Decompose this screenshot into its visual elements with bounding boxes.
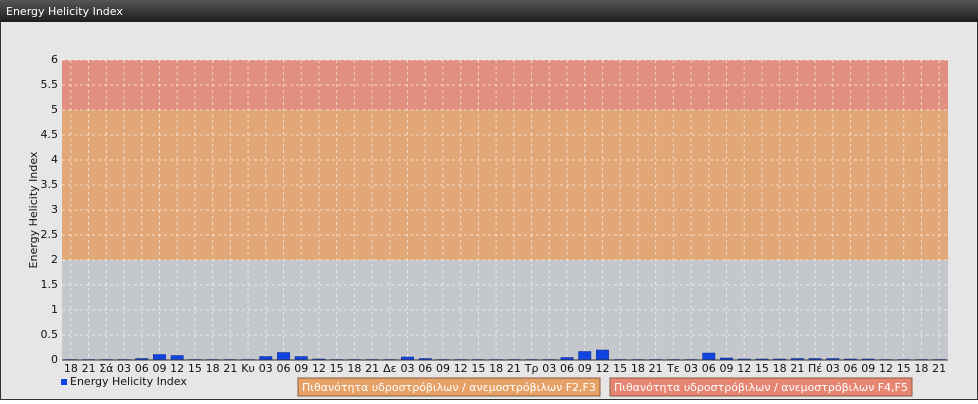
x-tick-label: Δε [383, 362, 397, 375]
x-tick-label: 12 [312, 362, 326, 375]
x-tick-label: Κυ [241, 362, 255, 375]
y-tick-label: 5 [51, 103, 58, 116]
x-tick-label: 12 [595, 362, 609, 375]
y-tick-label: 3.5 [41, 178, 59, 191]
x-tick-label: 18 [347, 362, 361, 375]
bar [294, 356, 308, 361]
x-tick-label: 03 [542, 362, 556, 375]
x-tick-label: 15 [471, 362, 485, 375]
x-tick-label: Τε [666, 362, 680, 375]
y-tick-label: 4.5 [41, 128, 59, 141]
bar [702, 352, 716, 361]
x-tick-label: 21 [932, 362, 946, 375]
x-tick-label: 09 [436, 362, 450, 375]
x-tick-label: 15 [613, 362, 627, 375]
x-tick-label: 03 [259, 362, 273, 375]
x-tick-label: 06 [135, 362, 149, 375]
x-tick-label: 09 [861, 362, 875, 375]
y-tick-label: 3 [51, 203, 58, 216]
y-axis-title: Energy Helicity Index [27, 151, 40, 268]
y-tick-label: 5.5 [41, 78, 59, 91]
x-tick-label: 21 [649, 362, 663, 375]
x-tick-label: 06 [277, 362, 291, 375]
x-tick-label: 18 [631, 362, 645, 375]
bar [277, 352, 290, 361]
x-tick-label: 15 [897, 362, 911, 375]
y-tick-label: 1.5 [41, 278, 59, 291]
x-tick-label: 21 [507, 362, 521, 375]
x-tick-label: 18 [773, 362, 787, 375]
x-tick-label: 09 [578, 362, 592, 375]
x-tick-label: 03 [401, 362, 415, 375]
x-tick-label: 18 [489, 362, 503, 375]
x-tick-label: 15 [330, 362, 344, 375]
window-title: Energy Helicity Index [6, 5, 123, 18]
bar [170, 355, 184, 361]
title-bar [0, 0, 978, 22]
x-tick-label: 06 [560, 362, 574, 375]
y-tick-label: 0.5 [41, 328, 59, 341]
band-legend-label: Πιθανότητα υδροστρόβιλων / ανεμοστρόβιλω… [614, 381, 908, 394]
x-tick-label: 09 [294, 362, 308, 375]
x-tick-label: 06 [844, 362, 858, 375]
legend-label: Energy Helicity Index [70, 375, 187, 388]
y-tick-label: 0 [51, 353, 58, 366]
legend-swatch [61, 379, 67, 385]
x-tick-label: 06 [702, 362, 716, 375]
x-tick-label: 12 [170, 362, 184, 375]
y-tick-label: 6 [51, 53, 58, 66]
band-legend-box [297, 377, 601, 397]
x-tick-label: Πέ [808, 362, 822, 375]
x-tick-label: 18 [64, 362, 78, 375]
x-tick-label: 18 [206, 362, 220, 375]
x-tick-label: 18 [914, 362, 928, 375]
x-tick-label: 12 [737, 362, 751, 375]
x-tick-label: 21 [790, 362, 804, 375]
bar [153, 354, 166, 361]
x-tick-label: 03 [117, 362, 131, 375]
x-tick-label: 12 [454, 362, 468, 375]
y-tick-label: 1 [51, 303, 58, 316]
y-tick-label: 2.5 [41, 228, 59, 241]
bar [578, 351, 592, 361]
x-tick-label: 21 [365, 362, 379, 375]
band-legend-label: Πιθανότητα υδροστρόβιλων / ανεμοστρόβιλω… [302, 381, 596, 394]
x-tick-label: 03 [826, 362, 840, 375]
x-tick-label: 09 [152, 362, 166, 375]
x-tick-label: 09 [720, 362, 734, 375]
y-tick-label: 4 [51, 153, 58, 166]
bar [259, 356, 273, 361]
x-tick-label: Σά [99, 362, 113, 375]
x-tick-label: Τρ [524, 362, 539, 375]
x-tick-label: 15 [755, 362, 769, 375]
x-tick-label: 21 [82, 362, 96, 375]
x-tick-label: 12 [879, 362, 893, 375]
x-tick-label: 21 [223, 362, 237, 375]
band-legend-box [609, 377, 913, 397]
x-tick-label: 06 [418, 362, 432, 375]
x-tick-label: 03 [684, 362, 698, 375]
bar [596, 349, 609, 361]
y-tick-label: 2 [51, 253, 58, 266]
x-tick-label: 15 [188, 362, 202, 375]
